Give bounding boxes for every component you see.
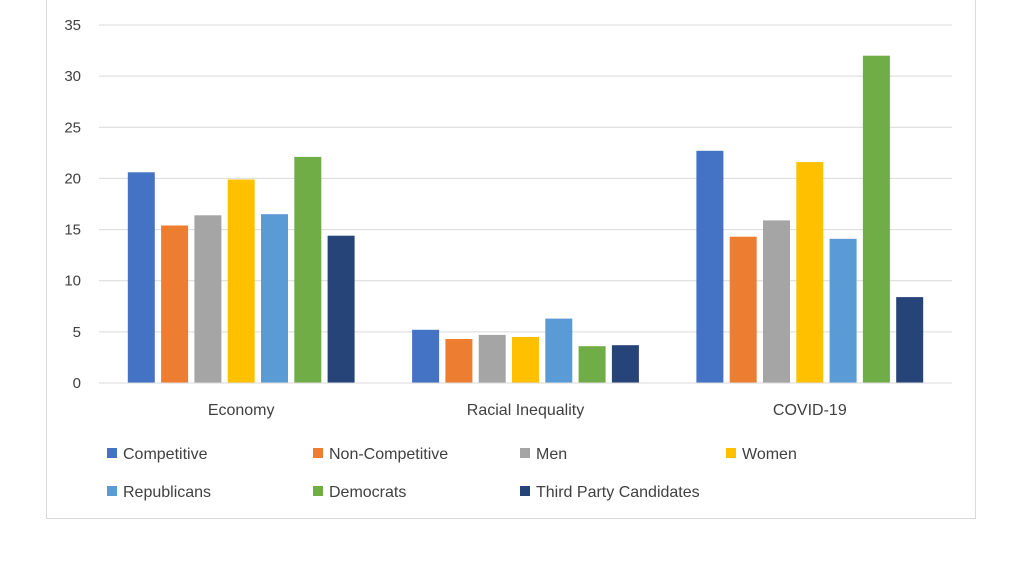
y-tick-label: 15: [64, 222, 81, 239]
legend: Competitive Non-Competitive Men Women Republ…: [107, 446, 797, 501]
legend-item: Women: [726, 446, 797, 463]
x-axis-category-labels: Economy Racial Inequality COVID-19: [208, 402, 847, 419]
bar-non-competitive-racial-inequality: [445, 339, 473, 383]
y-tick-label: 20: [64, 170, 81, 187]
bar-non-competitive-economy: [161, 225, 189, 383]
legend-label: Women: [742, 446, 797, 463]
y-tick-label: 30: [64, 68, 81, 85]
bar-men-covid-19: [763, 220, 790, 383]
legend-item: Republicans: [107, 484, 211, 501]
bar-competitive-covid-19: [696, 150, 724, 383]
y-tick-label: 0: [73, 375, 81, 392]
legend-swatch: [107, 486, 117, 496]
y-tick-label: 25: [64, 119, 81, 136]
legend-swatch: [313, 448, 323, 458]
bar-women-economy: [227, 179, 255, 383]
legend-swatch: [726, 448, 736, 458]
legend-label: Democrats: [329, 484, 406, 501]
bar-republicans-racial-inequality: [545, 318, 573, 383]
legend-label: Third Party Candidates: [536, 484, 700, 501]
bar-third-party-candidates-economy: [327, 235, 355, 383]
legend-swatch: [520, 448, 530, 458]
x-category-label: Economy: [208, 402, 275, 419]
bar-competitive-racial-inequality: [412, 329, 440, 383]
bars: [127, 55, 924, 383]
bar-women-covid-19: [796, 162, 824, 383]
bar-women-racial-inequality: [512, 337, 539, 383]
legend-swatch: [313, 486, 323, 496]
legend-label: Republicans: [123, 484, 211, 501]
y-axis-tick-labels: 0 5 10 15 20 25 30 35: [64, 17, 81, 392]
legend-swatch: [520, 486, 530, 496]
bar-republicans-covid-19: [829, 238, 857, 383]
bar-democrats-covid-19: [862, 55, 890, 383]
legend-label: Competitive: [123, 446, 208, 463]
bar-men-racial-inequality: [478, 334, 506, 383]
bar-third-party-candidates-racial-inequality: [611, 345, 639, 383]
bar-non-competitive-covid-19: [729, 236, 757, 383]
legend-item: Third Party Candidates: [520, 484, 700, 501]
legend-item: Men: [520, 446, 567, 463]
bar-men-economy: [194, 215, 222, 383]
x-category-label: Racial Inequality: [467, 402, 584, 419]
legend-item: Democrats: [313, 484, 406, 501]
legend-item: Competitive: [107, 446, 208, 463]
y-tick-label: 10: [64, 273, 81, 290]
bar-democrats-racial-inequality: [578, 346, 606, 383]
legend-label: Non-Competitive: [329, 446, 448, 463]
bar-republicans-economy: [261, 214, 288, 383]
gridlines: [99, 24, 952, 333]
x-category-label: COVID-19: [773, 402, 847, 419]
legend-item: Non-Competitive: [313, 446, 448, 463]
y-tick-label: 5: [73, 324, 81, 341]
y-tick-label: 35: [64, 17, 81, 34]
bar-third-party-candidates-covid-19: [896, 297, 924, 383]
legend-label: Men: [536, 446, 567, 463]
bar-democrats-economy: [294, 156, 322, 383]
legend-swatch: [107, 448, 117, 458]
bar-competitive-economy: [127, 172, 155, 383]
